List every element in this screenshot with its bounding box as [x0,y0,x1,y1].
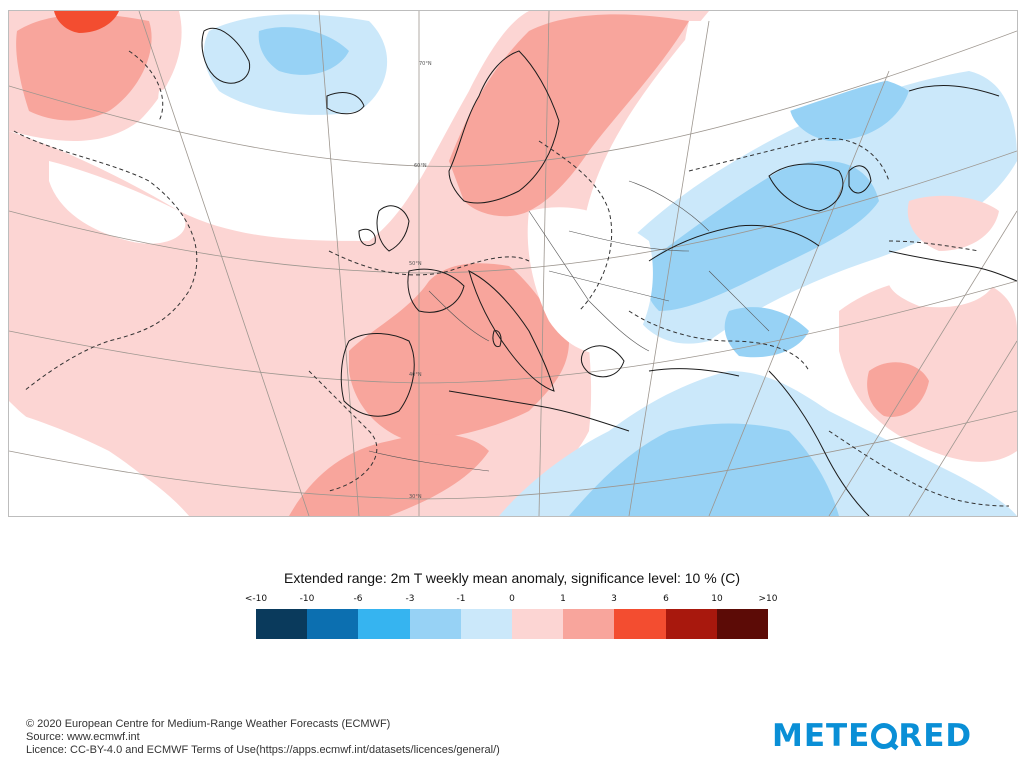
legend-tick: 0 [509,594,515,604]
legend-swatch [512,609,564,639]
graticule [9,11,1017,516]
graticule-label-30n: 30°N [409,494,422,500]
anomaly-map: 70°N 60°N 50°N 40°N 30°N [8,10,1018,517]
legend-tick: -6 [353,594,363,604]
legend-tick: 1 [560,594,566,604]
graticule-label-40n: 40°N [409,372,422,378]
legend-tick: -1 [456,594,466,604]
legend-swatch [563,609,615,639]
licence-line: Licence: CC-BY-4.0 and ECMWF Terms of Us… [26,744,500,756]
country-borders [368,180,770,472]
legend-tick: 6 [663,594,669,604]
legend-tick: -3 [405,594,415,604]
copyright-line: © 2020 European Centre for Medium-Range … [26,718,391,730]
legend-tick: >10 [758,594,778,604]
map-canvas: 70°N 60°N 50°N 40°N 30°N [9,11,1017,516]
legend-swatch [358,609,410,639]
legend-tick-labels: <-10 -10 -6 -3 -1 0 1 3 6 10 >10 [0,594,1024,606]
logo-text-end: RED [898,718,973,754]
greenland-warm-region [16,14,152,121]
legend-color-bar [256,609,769,639]
legend-tick: -10 [299,594,315,604]
graticule-label-50n: 50°N [409,261,422,267]
legend-tick: 10 [711,594,723,604]
significance-contours [13,50,1010,507]
legend-swatch [409,609,461,639]
legend-swatch [614,609,666,639]
source-line: Source: www.ecmwf.int [26,731,140,743]
legend-swatch [307,609,359,639]
middle-east-warm-region [839,277,1017,462]
legend-swatch [460,609,513,639]
southwest-europe-warm-region [349,263,569,441]
legend-swatch [716,609,769,639]
graticule-label-60n: 60°N [414,163,427,169]
legend-title: Extended range: 2m T weekly mean anomaly… [283,570,740,586]
meteored-logo: METE RED [772,716,1000,756]
legend-swatch [665,609,717,639]
logo-text-start: METE [772,718,871,754]
legend-swatch [256,609,308,639]
credits: © 2020 European Centre for Medium-Range … [26,718,500,757]
scandinavia-warm-region [449,14,689,217]
legend-tick: 3 [611,594,617,604]
coastlines [201,27,1017,516]
logo-o-icon [871,723,898,749]
legend-tick: <-10 [244,594,268,604]
graticule-label-70n: 70°N [419,61,432,67]
